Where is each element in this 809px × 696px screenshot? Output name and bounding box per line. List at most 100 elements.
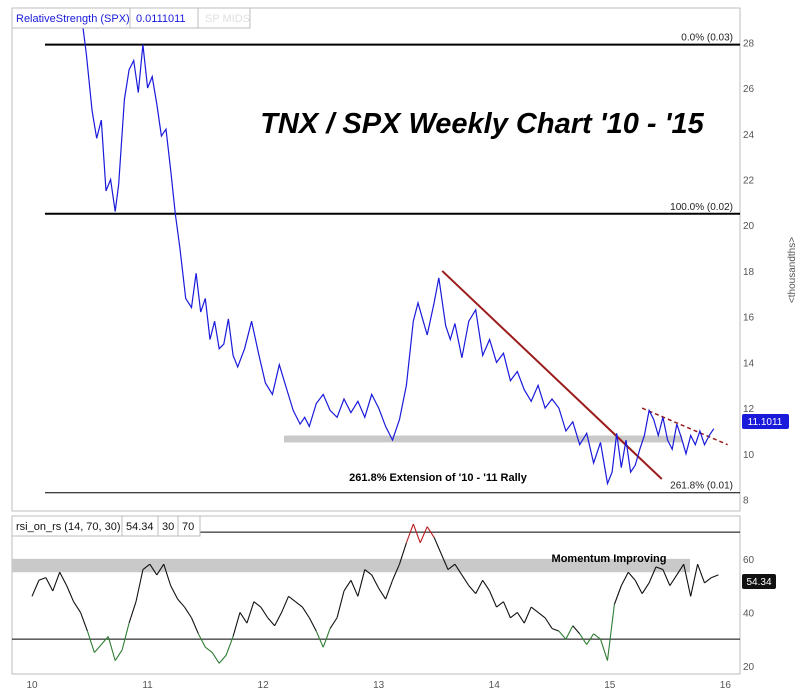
rsi-segment (475, 580, 484, 594)
rsi-segment (523, 606, 532, 624)
price-legend[interactable]: RelativeStrength (SPX) 0.0111011 SP MIDS (11, 7, 251, 29)
x-tick-label: 14 (489, 680, 501, 691)
rsi-segment (260, 606, 269, 619)
rsi-segment (593, 633, 601, 640)
rsi-segment (336, 590, 345, 618)
rsi-segment (267, 617, 276, 627)
rsi-segment (447, 563, 456, 570)
rsi-segment (537, 611, 546, 619)
rsi-segment (669, 574, 678, 586)
rsi-segment (281, 596, 290, 613)
rsi-segment (440, 553, 449, 570)
rsi-segment (461, 574, 470, 586)
last-value-text: 11.1011 (748, 417, 783, 428)
rsi-segment (274, 612, 283, 627)
rsi-segment (121, 622, 130, 651)
rsi-segment (308, 617, 317, 632)
rsi-segment (128, 601, 137, 624)
rsi-segment (378, 588, 387, 600)
price-panel (11, 7, 741, 512)
rsi-last-value-box (742, 574, 776, 589)
level-label: 100.0% (0.02) (670, 202, 733, 213)
rsi-segment (177, 598, 185, 608)
rsi-segment (204, 646, 213, 654)
price-tick-label: 18 (743, 267, 755, 278)
rsi-segment (516, 612, 525, 624)
rsi-segment (66, 585, 75, 602)
fibonacci-levels: 0.0% (0.03) 100.0% (0.02) 261.8% (0.01) (45, 33, 740, 494)
rsi-segment (288, 595, 296, 603)
rsi-segment (496, 601, 504, 608)
rsi-segment (315, 630, 324, 648)
rsi-segment (586, 633, 595, 645)
rsi-segment (662, 569, 671, 586)
rsi-legend-param-box-2 (177, 515, 201, 537)
rsi-y-axis: 20 40 60 (743, 555, 755, 673)
rsi-segment (606, 604, 615, 661)
rsi-segment (301, 606, 310, 619)
rsi-segment (468, 585, 477, 595)
price-tick-label: 22 (743, 175, 755, 186)
y-axis-label: <thousandths> (787, 237, 798, 303)
rsi-legend-value: 54.34 (126, 521, 154, 533)
price-tick-label: 28 (743, 38, 755, 49)
momentum-band (12, 558, 690, 573)
rsi-legend[interactable]: rsi_on_rs (14, 70, 30) 54.34 30 70 (11, 515, 201, 537)
rsi-segment (329, 617, 338, 629)
rsi-segment (142, 563, 151, 570)
rsi-segment (676, 563, 685, 576)
rsi-segment (690, 564, 699, 597)
rsi-segment (38, 577, 47, 581)
legend-extra-box (197, 7, 251, 29)
rsi-segment (579, 633, 588, 645)
rsi-segment (170, 585, 179, 600)
momentum-label: Momentum Improving (552, 553, 667, 565)
rsi-segment (426, 526, 435, 538)
rsi-segment (600, 639, 608, 661)
rsi-segment (114, 649, 123, 661)
legend-series-value: 0.0111011 (136, 13, 186, 25)
rsi-segment (641, 582, 650, 594)
price-tick-label: 14 (743, 358, 755, 369)
rsi-panel (11, 515, 741, 675)
rsi-segment (697, 564, 706, 584)
x-tick-label: 16 (720, 680, 732, 691)
momentum-band-rect (12, 558, 690, 573)
x-tick-label: 13 (373, 680, 385, 691)
extension-label: 261.8% Extension of '10 - '11 Rally (349, 472, 528, 484)
rsi-series (31, 523, 719, 664)
rsi-legend-param-2: 70 (182, 521, 194, 533)
rsi-last-value-tag: 54.34 (742, 574, 776, 589)
rsi-segment (405, 523, 414, 543)
rsi-segment (93, 644, 102, 653)
rsi-segment (225, 636, 234, 656)
rsi-segment (350, 580, 359, 597)
rsi-segment (510, 611, 518, 619)
rsi-segment (190, 617, 199, 635)
rsi-segment (197, 633, 206, 648)
rsi-segment (558, 630, 567, 640)
price-tick-label: 8 (743, 496, 749, 507)
rsi-segment (149, 563, 158, 576)
rsi-segment (184, 606, 192, 619)
rsi-segment (253, 601, 262, 608)
rsi-tick-label: 40 (743, 608, 755, 619)
rsi-tick-label: 20 (743, 662, 755, 673)
price-last-value-tag: 11.1011 (742, 414, 789, 429)
rsi-segment (371, 574, 380, 589)
rsi-segment (218, 654, 227, 664)
rsi-segment (419, 526, 428, 543)
rsi-segment (52, 572, 61, 592)
rsi-segment (163, 564, 172, 586)
rsi-segment (711, 574, 719, 579)
x-tick-label: 11 (142, 680, 153, 691)
rsi-segment (211, 652, 220, 664)
rsi-segment (73, 601, 81, 613)
rsi-segment (634, 580, 643, 594)
rsi-segment (59, 571, 68, 586)
legend-extra-label: SP MIDS (205, 13, 250, 25)
rsi-segment (239, 612, 248, 624)
rsi-segment (433, 537, 442, 554)
rsi-segment (357, 569, 366, 597)
